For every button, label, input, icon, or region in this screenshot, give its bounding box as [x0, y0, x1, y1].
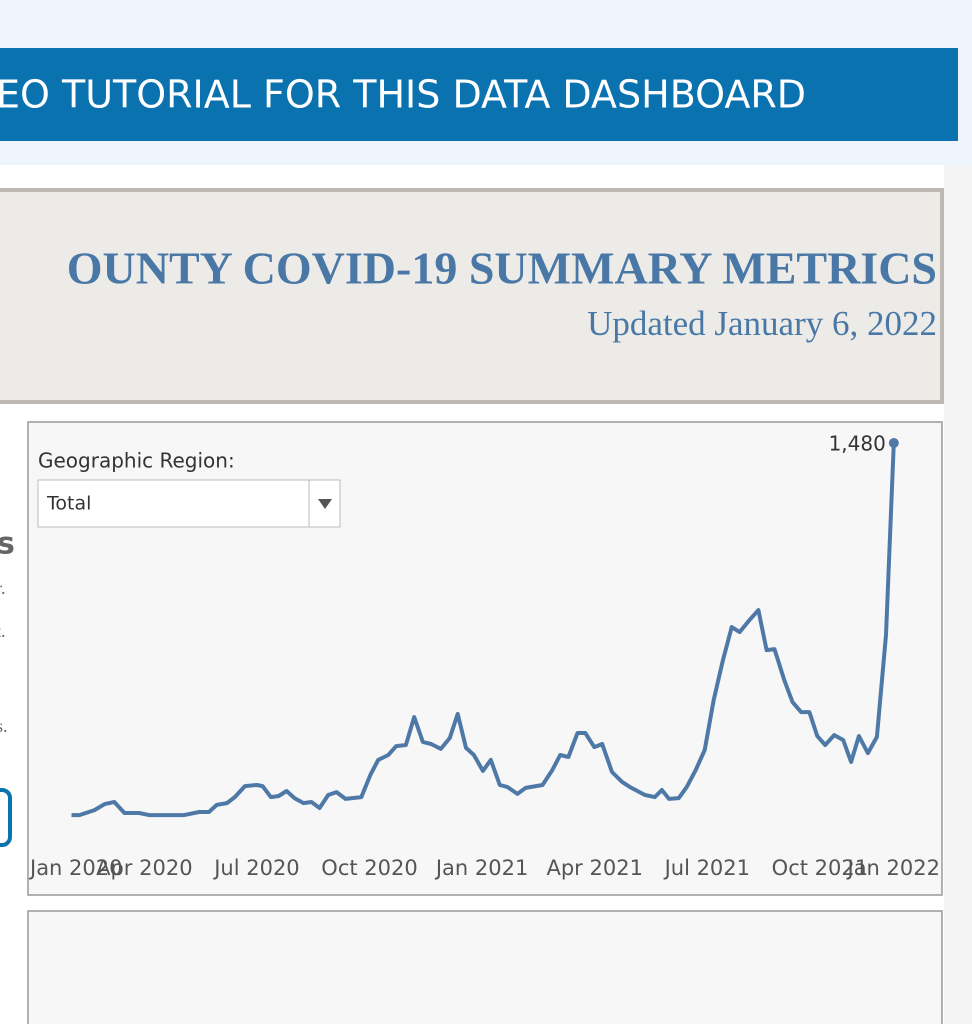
x-tick-label: Oct 2020	[321, 856, 417, 880]
x-tick-label: Oct 2021	[772, 856, 868, 880]
x-tick-label: Jan 2022	[846, 856, 941, 880]
chart-frame-2	[27, 910, 943, 1024]
left-fragment: t.	[0, 621, 6, 641]
x-tick-label: Jul 2021	[663, 856, 750, 880]
x-tick-label: Jul 2020	[212, 856, 299, 880]
x-tick-label: Apr 2020	[96, 856, 192, 880]
header-subtitle: Updated January 6, 2022	[587, 304, 937, 343]
scrollbar-track	[944, 165, 972, 1024]
banner-gap	[0, 141, 958, 165]
dropdown[interactable]	[37, 479, 341, 528]
header-box	[0, 188, 944, 404]
left-button[interactable]	[0, 788, 12, 847]
x-tick-label: Jan 2020	[28, 856, 123, 880]
dropdown-arrow[interactable]	[318, 499, 332, 509]
banner[interactable]	[0, 48, 958, 141]
left-fragment: r.	[0, 578, 6, 598]
left-fragment: s.	[0, 716, 8, 736]
banner-text[interactable]: EO TUTORIAL FOR THIS DATA DASHBOARD	[0, 73, 806, 117]
x-tick-label: Apr 2021	[546, 856, 642, 880]
x-tick-label: Jan 2021	[434, 856, 529, 880]
header-title: OUNTY COVID-19 SUMMARY METRICS	[67, 243, 937, 294]
filter-label: Geographic Region:	[38, 449, 235, 473]
left-fragment: s	[0, 527, 15, 562]
end-point	[888, 438, 899, 448]
top-bar	[0, 0, 972, 48]
side-gap	[958, 48, 972, 165]
line	[71, 442, 896, 818]
dropdown-value[interactable]: Total	[46, 493, 91, 515]
data-label: 1,480	[829, 432, 886, 456]
